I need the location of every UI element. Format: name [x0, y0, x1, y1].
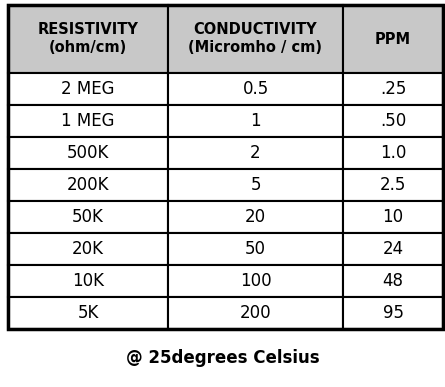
- Text: 20K: 20K: [72, 240, 104, 258]
- Text: RESISTIVITY
(ohm/cm): RESISTIVITY (ohm/cm): [37, 22, 138, 55]
- Bar: [168, 5, 343, 73]
- Text: 500K: 500K: [67, 144, 109, 162]
- Bar: [8, 105, 168, 137]
- Text: PPM: PPM: [375, 31, 411, 46]
- Bar: [168, 169, 343, 201]
- Text: 95: 95: [383, 304, 404, 322]
- Text: 2: 2: [250, 144, 261, 162]
- Bar: [343, 73, 443, 105]
- Bar: [8, 169, 168, 201]
- Bar: [343, 297, 443, 329]
- Bar: [8, 233, 168, 265]
- Bar: [8, 297, 168, 329]
- Bar: [168, 201, 343, 233]
- Bar: [168, 265, 343, 297]
- Text: 24: 24: [382, 240, 404, 258]
- Text: CONDUCTIVITY
(Micromho / cm): CONDUCTIVITY (Micromho / cm): [189, 22, 323, 55]
- Bar: [8, 5, 443, 329]
- Text: 200K: 200K: [67, 176, 109, 194]
- Bar: [343, 233, 443, 265]
- Text: 5K: 5K: [77, 304, 99, 322]
- Text: 20: 20: [245, 208, 266, 226]
- Text: @ 25degrees Celsius: @ 25degrees Celsius: [125, 349, 320, 367]
- Text: 1: 1: [250, 112, 261, 130]
- Text: 2.5: 2.5: [380, 176, 406, 194]
- Text: 1 MEG: 1 MEG: [61, 112, 115, 130]
- Bar: [8, 5, 168, 73]
- Text: 50: 50: [245, 240, 266, 258]
- Bar: [168, 105, 343, 137]
- Text: 200: 200: [240, 304, 271, 322]
- Text: .25: .25: [380, 80, 406, 98]
- Bar: [168, 137, 343, 169]
- Text: 10K: 10K: [72, 272, 104, 290]
- Text: 48: 48: [383, 272, 404, 290]
- Text: 100: 100: [240, 272, 271, 290]
- Bar: [8, 137, 168, 169]
- Bar: [343, 137, 443, 169]
- Bar: [8, 201, 168, 233]
- Text: 5: 5: [250, 176, 261, 194]
- Bar: [168, 297, 343, 329]
- Bar: [8, 265, 168, 297]
- Bar: [343, 5, 443, 73]
- Bar: [343, 105, 443, 137]
- Text: .50: .50: [380, 112, 406, 130]
- Bar: [343, 169, 443, 201]
- Bar: [343, 265, 443, 297]
- Bar: [8, 73, 168, 105]
- Bar: [168, 73, 343, 105]
- Bar: [168, 233, 343, 265]
- Text: 50K: 50K: [72, 208, 104, 226]
- Text: 10: 10: [382, 208, 404, 226]
- Text: 0.5: 0.5: [243, 80, 269, 98]
- Text: 2 MEG: 2 MEG: [61, 80, 115, 98]
- Bar: [343, 201, 443, 233]
- Text: 1.0: 1.0: [380, 144, 406, 162]
